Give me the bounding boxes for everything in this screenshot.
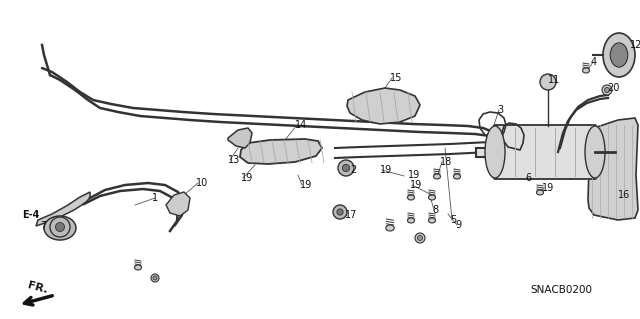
Ellipse shape <box>540 74 556 90</box>
Ellipse shape <box>408 195 415 200</box>
Text: 19: 19 <box>408 170 420 180</box>
Ellipse shape <box>337 209 343 215</box>
Text: 5: 5 <box>450 215 456 225</box>
Ellipse shape <box>408 218 415 223</box>
Polygon shape <box>166 192 190 216</box>
Polygon shape <box>240 139 322 164</box>
Text: 8: 8 <box>432 205 438 215</box>
Ellipse shape <box>454 174 461 179</box>
Text: 19: 19 <box>380 165 392 175</box>
Text: 11: 11 <box>548 75 560 85</box>
Ellipse shape <box>536 190 543 195</box>
Text: 1: 1 <box>152 193 158 203</box>
Ellipse shape <box>433 174 440 179</box>
Text: 19: 19 <box>300 180 312 190</box>
Ellipse shape <box>582 68 589 73</box>
Polygon shape <box>228 128 252 148</box>
Text: 4: 4 <box>591 57 597 67</box>
Ellipse shape <box>50 217 70 237</box>
Polygon shape <box>588 118 638 220</box>
Ellipse shape <box>333 205 347 219</box>
Ellipse shape <box>52 222 68 234</box>
Ellipse shape <box>151 274 159 282</box>
Ellipse shape <box>342 164 349 172</box>
Polygon shape <box>36 192 90 226</box>
Ellipse shape <box>603 33 635 77</box>
Text: 19: 19 <box>241 173 253 183</box>
Text: 3: 3 <box>497 105 503 115</box>
Ellipse shape <box>44 216 76 240</box>
Ellipse shape <box>134 265 141 270</box>
Ellipse shape <box>417 235 422 241</box>
Text: SNACB0200: SNACB0200 <box>530 285 592 295</box>
Text: FR.: FR. <box>27 280 49 295</box>
FancyBboxPatch shape <box>494 125 596 179</box>
Text: 6: 6 <box>525 173 531 183</box>
Text: 16: 16 <box>618 190 630 200</box>
Text: 10: 10 <box>196 178 208 188</box>
Ellipse shape <box>415 233 425 243</box>
Ellipse shape <box>585 126 605 178</box>
Text: E-4: E-4 <box>22 210 40 220</box>
Text: 20: 20 <box>607 83 620 93</box>
Ellipse shape <box>485 126 505 178</box>
Ellipse shape <box>602 85 612 95</box>
Text: 18: 18 <box>440 157 452 167</box>
Text: 2: 2 <box>350 165 356 175</box>
Text: 7: 7 <box>40 221 46 231</box>
Polygon shape <box>347 88 420 124</box>
Ellipse shape <box>605 87 609 93</box>
Ellipse shape <box>56 222 65 232</box>
Ellipse shape <box>338 160 354 176</box>
Text: 12: 12 <box>630 40 640 50</box>
Text: 9: 9 <box>455 220 461 230</box>
Text: 17: 17 <box>345 210 357 220</box>
Ellipse shape <box>153 276 157 280</box>
Text: 19: 19 <box>410 180 422 190</box>
Ellipse shape <box>386 225 394 231</box>
Text: 15: 15 <box>390 73 403 83</box>
Ellipse shape <box>429 195 435 200</box>
Text: 14: 14 <box>295 120 307 130</box>
Text: 19: 19 <box>542 183 554 193</box>
Ellipse shape <box>610 43 628 67</box>
Ellipse shape <box>429 218 435 223</box>
Text: 13: 13 <box>228 155 240 165</box>
